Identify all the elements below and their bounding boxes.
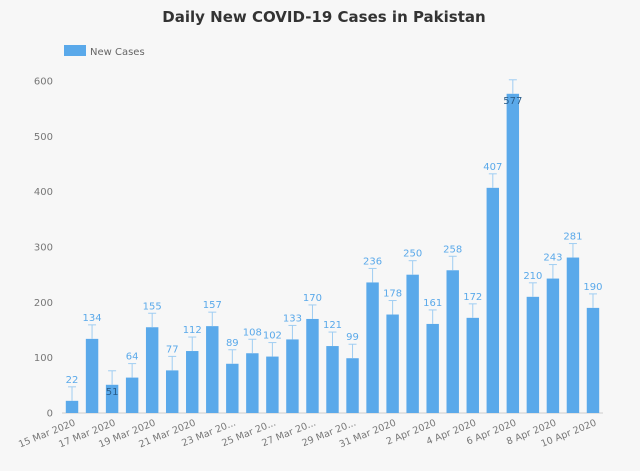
bar[interactable] (306, 318, 319, 413)
bars (65, 79, 600, 414)
data-label: 407 (483, 162, 502, 173)
data-label: 157 (203, 300, 222, 311)
y-tick-label: 100 (34, 353, 53, 364)
data-label: 258 (443, 244, 462, 255)
data-label: 121 (323, 320, 342, 331)
bar[interactable] (486, 187, 500, 413)
data-label: 102 (263, 331, 282, 342)
data-label: 64 (126, 352, 139, 363)
legend[interactable]: New Cases (64, 45, 145, 58)
bar[interactable] (286, 339, 299, 413)
data-label: 89 (226, 338, 239, 349)
data-label: 243 (543, 253, 562, 264)
data-label: 134 (83, 313, 102, 324)
data-label: 112 (183, 325, 202, 336)
y-tick-label: 500 (34, 132, 53, 143)
bar[interactable] (65, 400, 79, 413)
bar[interactable] (466, 317, 479, 413)
data-label: 161 (423, 298, 442, 309)
bar[interactable] (326, 346, 339, 413)
data-label: 51 (106, 387, 119, 398)
bar[interactable] (145, 327, 159, 413)
data-label: 172 (463, 292, 482, 303)
data-label: 210 (523, 271, 542, 282)
data-label: 281 (563, 232, 582, 243)
bar[interactable] (546, 278, 560, 413)
y-tick-label: 600 (34, 77, 53, 88)
bar[interactable] (386, 314, 399, 413)
bar[interactable] (346, 358, 359, 413)
bar[interactable] (586, 307, 600, 413)
chart-title: Daily New COVID-19 Cases in Pakistan (162, 8, 485, 26)
bar[interactable] (566, 257, 580, 413)
bar[interactable] (165, 370, 179, 413)
data-label: 250 (403, 249, 422, 260)
bar[interactable] (85, 338, 99, 413)
legend-label[interactable]: New Cases (90, 47, 145, 58)
data-label: 22 (66, 375, 79, 386)
legend-swatch[interactable] (64, 45, 86, 56)
y-tick-label: 0 (47, 409, 53, 420)
data-label: 133 (283, 313, 302, 324)
bar[interactable] (186, 351, 199, 413)
y-tick-label: 300 (34, 243, 53, 254)
data-label: 577 (503, 96, 522, 107)
data-label: 190 (583, 282, 602, 293)
bar[interactable] (125, 377, 139, 413)
data-label: 77 (166, 344, 179, 355)
bar[interactable] (206, 326, 219, 413)
y-tick-label: 400 (34, 187, 53, 198)
bar[interactable] (506, 93, 520, 414)
bar[interactable] (226, 363, 239, 413)
data-label: 108 (243, 327, 262, 338)
bar[interactable] (266, 356, 279, 413)
data-label: 178 (383, 289, 402, 300)
y-tick-label: 200 (34, 298, 53, 309)
data-label: 170 (303, 293, 322, 304)
bar[interactable] (105, 384, 119, 413)
bar[interactable] (406, 274, 419, 413)
data-label: 99 (346, 332, 359, 343)
bar[interactable] (366, 282, 379, 413)
data-label: 155 (143, 301, 162, 312)
bar[interactable] (446, 270, 459, 413)
bar[interactable] (526, 296, 540, 413)
bar[interactable] (246, 353, 259, 413)
bar[interactable] (426, 323, 439, 413)
data-label: 236 (363, 256, 382, 267)
